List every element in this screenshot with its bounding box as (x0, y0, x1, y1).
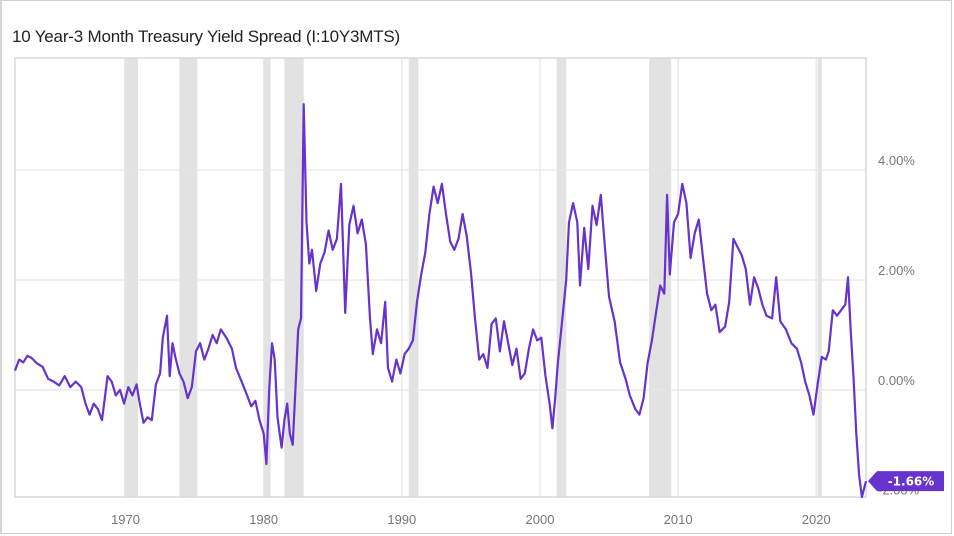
y-tick-label: 4.00% (878, 153, 915, 168)
recession-band (556, 58, 567, 497)
x-tick-label: 2020 (802, 512, 831, 527)
x-tick-label: 1970 (111, 512, 140, 527)
value-badge-shape (868, 471, 944, 492)
recession-band (284, 58, 304, 497)
series-layer (13, 103, 868, 499)
recession-bands (124, 58, 822, 497)
recession-band (263, 58, 271, 497)
last-value-badge: -1.66% (868, 471, 944, 492)
y-tick-label: 0.00% (878, 373, 915, 388)
x-tick-label: 1990 (387, 512, 416, 527)
series-line (13, 103, 868, 499)
x-tick-label: 2000 (526, 512, 555, 527)
recession-band (124, 58, 138, 497)
recession-band (408, 58, 419, 497)
y-tick-label: 2.00% (878, 263, 915, 278)
x-tick-label: 1980 (249, 512, 278, 527)
value-badge-label: -1.66% (888, 475, 935, 489)
x-axis-ticks: 1970 1980 1990 2000 2010 2020 (111, 512, 831, 527)
plot-area-border (14, 57, 867, 498)
y-axis-ticks: 4.00%2.00%0.00%-2.00% (878, 153, 920, 498)
chart-title: 10 Year-3 Month Treasury Yield Spread (I… (12, 27, 401, 46)
recession-band (179, 58, 198, 497)
x-tick-label: 2010 (664, 512, 693, 527)
gridlines (15, 58, 866, 497)
recession-band (817, 58, 822, 497)
recession-band (649, 58, 672, 497)
